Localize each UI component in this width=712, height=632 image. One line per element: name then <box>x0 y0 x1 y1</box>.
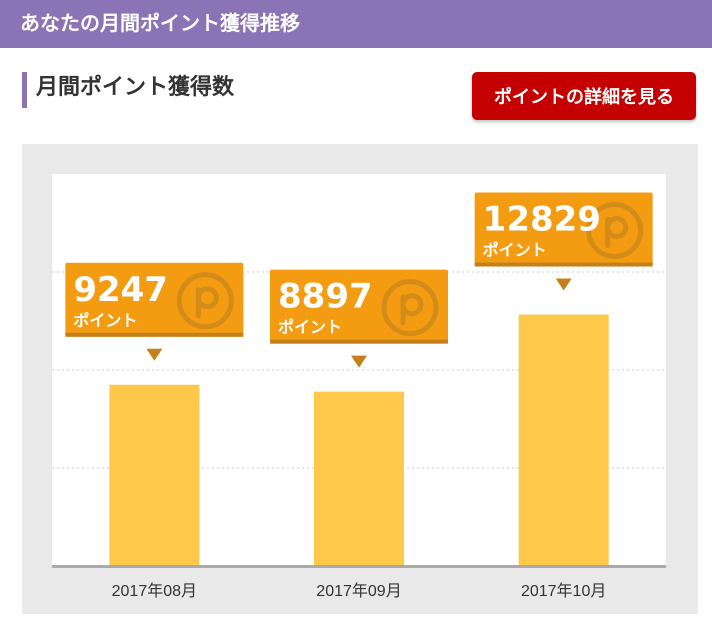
data-label-unit: ポイント <box>73 311 137 330</box>
data-label-unit: ポイント <box>278 318 342 337</box>
header-bar: あなたの月間ポイント獲得推移 <box>0 0 712 48</box>
x-tick-label: 2017年09月 <box>316 582 401 600</box>
badge-background <box>65 262 244 337</box>
point-coin-icon <box>176 272 234 330</box>
view-point-details-button[interactable]: ポイントの詳細を見る <box>472 72 696 120</box>
data-label-value: 9247 <box>73 270 168 310</box>
badge-background <box>270 269 448 344</box>
page-title: あなたの月間ポイント獲得推移 <box>20 11 300 35</box>
point-coin-icon <box>381 279 439 337</box>
section-title: 月間ポイント獲得数 <box>36 75 235 100</box>
badge-background <box>474 192 653 267</box>
data-label-unit: ポイント <box>483 241 547 260</box>
monthly-points-bar-chart: 9247ポイント2017年08月8897ポイント2017年09月12829ポイン… <box>52 174 666 600</box>
point-coin-icon <box>586 202 644 260</box>
badge-edge <box>65 332 244 337</box>
section-accent-bar <box>22 72 27 108</box>
bar <box>518 314 609 566</box>
badge-pointer <box>555 278 572 291</box>
data-label-value: 12829 <box>483 200 601 240</box>
x-tick-label: 2017年08月 <box>112 582 197 600</box>
bar <box>314 391 404 566</box>
chart-panel: 9247 ポイント 2017年08月 8897 ポイント 2017年09月 12829 ポイン… <box>22 144 698 614</box>
badge-pointer <box>146 348 163 361</box>
data-label-value: 8897 <box>278 277 373 317</box>
badge-pointer <box>351 355 367 368</box>
bar <box>109 384 200 566</box>
badge-edge <box>474 262 653 267</box>
x-tick-label: 2017年10月 <box>521 582 606 600</box>
badge-edge <box>270 339 448 344</box>
x-axis-line <box>52 565 666 568</box>
